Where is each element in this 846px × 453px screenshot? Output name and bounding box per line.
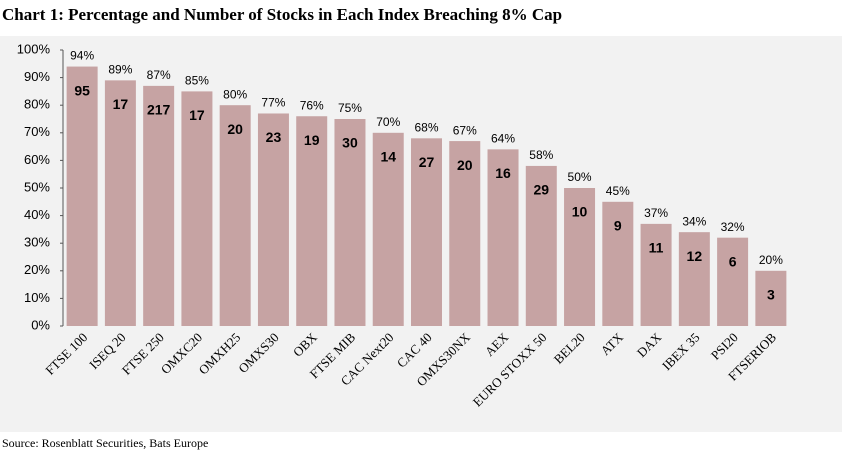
value-label: 77% [261,96,285,110]
value-label: 85% [185,74,209,88]
bar [219,105,251,326]
y-tick-label: 60% [24,152,50,167]
bar [525,165,557,326]
bar [104,80,136,326]
bar [334,119,366,326]
y-tick-label: 30% [24,235,50,250]
y-tick-label: 100% [17,41,51,56]
bar [449,141,481,326]
value-label: 50% [568,170,592,184]
bar [755,270,787,326]
value-label: 64% [491,132,515,146]
count-label: 11 [649,240,664,256]
value-label: 34% [682,214,706,228]
bar [602,201,634,326]
value-label: 37% [644,206,668,220]
y-tick-label: 50% [24,179,50,194]
value-label: 20% [759,253,783,267]
bar [181,91,213,327]
count-label: 30 [342,135,358,151]
source-note: Source: Rosenblatt Securities, Bats Euro… [2,436,208,450]
value-label: 89% [108,63,132,77]
count-label: 12 [687,248,703,264]
bar [717,237,749,326]
value-label: 58% [529,148,553,162]
bar [372,132,404,326]
bar [296,116,328,327]
value-label: 68% [414,120,438,134]
count-label: 16 [495,165,511,181]
count-label: 23 [266,129,282,145]
count-label: 9 [614,218,622,234]
count-label: 19 [304,132,320,148]
value-label: 75% [338,101,362,115]
bar [678,232,710,326]
value-label: 45% [606,184,630,198]
y-tick-label: 90% [24,69,50,84]
value-label: 67% [453,123,477,137]
y-tick-label: 20% [24,262,50,277]
count-label: 27 [419,154,435,170]
count-label: 6 [729,253,737,269]
count-label: 95 [74,82,90,98]
count-label: 17 [113,96,129,112]
value-label: 76% [300,98,324,112]
bar [411,138,442,326]
bar [564,188,596,326]
value-label: 94% [70,49,94,63]
value-label: 70% [376,115,400,129]
value-label: 87% [147,68,171,82]
y-tick-label: 10% [24,290,50,305]
bar [487,149,519,326]
count-label: 17 [189,107,205,123]
count-label: 20 [227,121,243,137]
y-tick-label: 0% [31,317,50,332]
count-label: 217 [147,102,171,118]
count-label: 29 [534,182,550,198]
chart-title: Chart 1: Percentage and Number of Stocks… [2,5,562,24]
y-tick-label: 80% [24,97,50,112]
bar [257,113,289,326]
y-tick-label: 40% [24,207,50,222]
value-label: 80% [223,87,247,101]
bar [66,66,98,326]
count-label: 10 [572,204,588,220]
count-label: 20 [457,157,473,173]
value-label: 32% [721,220,745,234]
y-tick-label: 70% [24,124,50,139]
bar [143,85,175,326]
count-label: 14 [380,149,396,165]
bar [640,223,672,326]
count-label: 3 [767,287,775,303]
